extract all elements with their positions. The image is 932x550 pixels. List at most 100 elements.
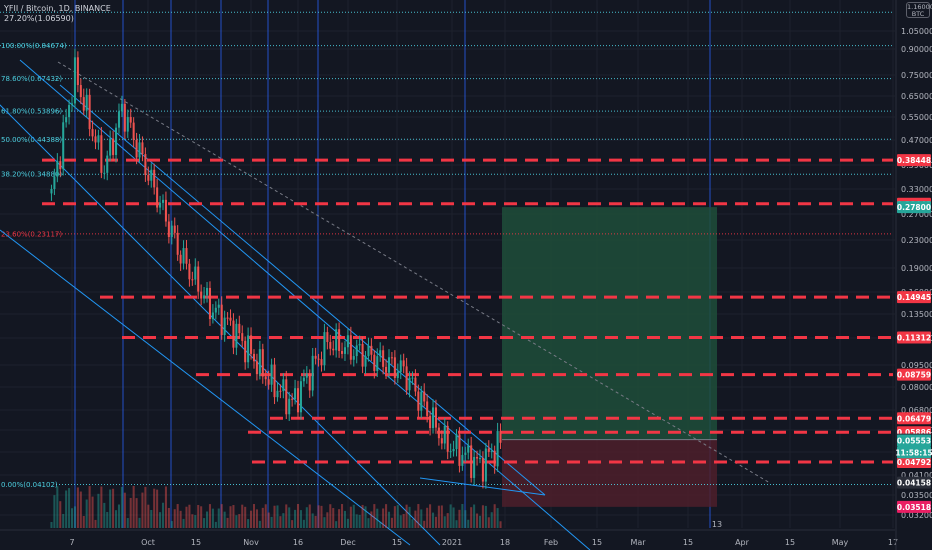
- candle-body: [62, 122, 65, 170]
- volume-bar: [50, 522, 53, 528]
- x-tick-label: Nov: [243, 538, 259, 547]
- candle-body: [373, 354, 376, 372]
- volume-bar: [411, 519, 414, 528]
- channel-line: [0, 229, 411, 546]
- currency-badge[interactable]: 1.16000 BTC: [906, 2, 932, 18]
- candle-body: [164, 199, 167, 222]
- candle-body: [393, 357, 396, 378]
- volume-bar: [408, 506, 411, 528]
- volume-bar: [361, 504, 364, 528]
- candle-body: [493, 450, 496, 467]
- volume-bar: [291, 520, 294, 528]
- fib-level-label: 100.00%(0.84674): [1, 42, 67, 50]
- volume-bar: [420, 509, 423, 528]
- volume-bar: [150, 510, 153, 528]
- candle-body: [376, 356, 379, 372]
- volume-bar: [484, 505, 487, 528]
- volume-bar: [167, 507, 170, 528]
- candle-body: [458, 434, 461, 466]
- candle-body: [332, 348, 335, 351]
- volume-bar: [179, 510, 182, 528]
- volume-bar: [232, 505, 235, 528]
- x-tick-label: 15: [683, 538, 693, 547]
- candle-body: [387, 357, 391, 373]
- volume-bar: [214, 521, 217, 528]
- candle-body: [341, 351, 344, 354]
- candle-body: [261, 349, 264, 377]
- candle-body: [273, 364, 276, 398]
- candle-body: [156, 187, 159, 208]
- volume-bar: [399, 515, 402, 528]
- y-tick-label: 0.13500: [901, 310, 932, 319]
- candle-body: [70, 103, 74, 106]
- fib-level-label: 78.60%(0.67432): [1, 75, 62, 83]
- candle-body: [147, 175, 150, 181]
- volume-bar: [68, 488, 71, 528]
- volume-bar: [358, 514, 361, 528]
- resistance-price-tag: [897, 291, 931, 304]
- volume-bar: [258, 520, 261, 528]
- x-tick-label: 7: [69, 538, 74, 547]
- volume-bar: [85, 499, 88, 528]
- candle-body: [455, 434, 458, 450]
- candle-body: [264, 376, 267, 380]
- fib-level-label: 23.60%(0.23117): [1, 230, 62, 238]
- volume-bar: [437, 505, 440, 528]
- volume-bar: [217, 508, 220, 528]
- candle-body: [103, 172, 106, 174]
- candle-body: [361, 343, 364, 367]
- volume-bar: [308, 504, 311, 528]
- volume-bar: [129, 497, 132, 528]
- resistance-price-label: 0.04792: [897, 458, 931, 467]
- candle-body: [467, 445, 470, 453]
- volume-bar: [126, 518, 129, 528]
- volume-bar: [244, 506, 247, 528]
- volume-bar: [326, 512, 329, 528]
- volume-bar: [97, 493, 100, 528]
- x-tick-label: Apr: [735, 538, 750, 547]
- volume-bar: [385, 504, 388, 528]
- volume-bar: [467, 519, 470, 528]
- candle-body: [141, 142, 144, 155]
- price-tag: [897, 434, 931, 447]
- volume-bar: [144, 486, 147, 528]
- volume-bar: [367, 518, 370, 528]
- candle-body: [185, 248, 188, 264]
- volume-bar: [402, 514, 405, 528]
- volume-bar: [282, 513, 285, 528]
- candle-body: [255, 361, 258, 375]
- candle-body: [161, 199, 165, 203]
- volume-bar: [329, 504, 332, 528]
- resistance-price-label: 0.08759: [897, 371, 931, 380]
- candle-body: [370, 345, 373, 355]
- volume-bar: [296, 504, 300, 528]
- volume-bar: [56, 486, 59, 528]
- candle-body: [411, 377, 414, 379]
- candle-body: [282, 379, 285, 392]
- volume-bar: [112, 488, 115, 528]
- price-tag: [897, 476, 931, 489]
- candle-body: [56, 161, 59, 177]
- candle-body: [320, 359, 323, 366]
- fib-level-label: 50.00%(0.44388): [1, 136, 62, 144]
- fib-level-label: 61.80%(0.53896): [1, 108, 62, 116]
- volume-bar: [431, 512, 435, 528]
- candle-body: [311, 355, 314, 391]
- candle-body: [188, 263, 191, 280]
- fib-level-label: 0.00%(0.04102): [1, 481, 58, 489]
- volume-bar: [153, 488, 156, 528]
- volume-bar: [496, 508, 499, 528]
- x-tick-label: Dec: [340, 538, 355, 547]
- candle-body: [53, 176, 56, 190]
- candle-body: [247, 335, 250, 363]
- volume-bar: [173, 509, 176, 528]
- volume-bar: [335, 521, 338, 528]
- candle-body: [129, 117, 132, 123]
- candle-body: [79, 85, 82, 98]
- candle-body: [144, 154, 147, 176]
- candle-body: [82, 97, 85, 111]
- x-tick-label: 15: [785, 538, 795, 547]
- candle-body: [335, 329, 338, 351]
